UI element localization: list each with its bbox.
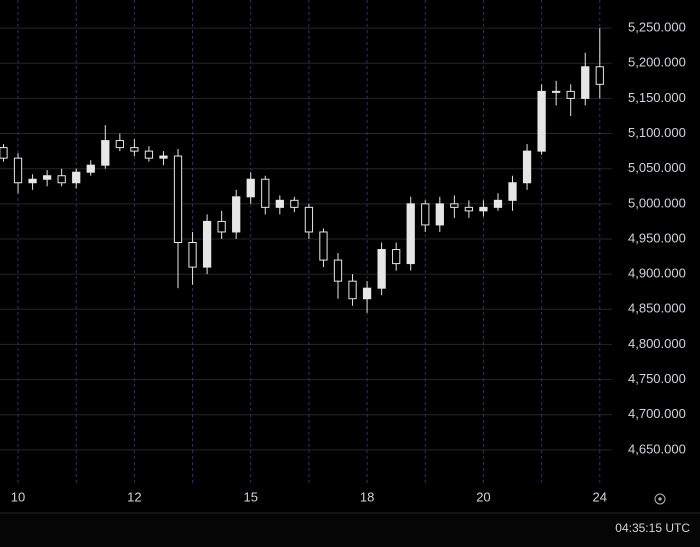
candle-body [304, 206, 314, 233]
y-tick-label: 5,200.000 [628, 55, 686, 70]
candle-body [552, 90, 561, 93]
y-tick-label: 5,150.000 [628, 90, 686, 105]
candle-body [595, 66, 604, 85]
settings-ring[interactable] [654, 493, 666, 505]
x-tick-label: 18 [360, 489, 374, 504]
candle-body [217, 220, 226, 233]
y-tick-label: 4,750.000 [628, 371, 686, 386]
y-tick-label: 5,250.000 [628, 20, 686, 35]
candle-body [421, 203, 430, 226]
candle-body [435, 203, 444, 226]
candle-body [159, 155, 168, 159]
clock: 04:35:15 UTC [615, 521, 690, 535]
candle-body [319, 231, 328, 261]
y-tick-label: 4,650.000 [628, 441, 686, 456]
candle-body [479, 206, 488, 212]
candle-body [392, 249, 401, 265]
candle-body [522, 150, 532, 184]
candle-body [348, 280, 357, 300]
candle-body [86, 164, 95, 173]
candle-body [246, 178, 255, 198]
grid [0, 0, 612, 485]
settings-dot[interactable] [658, 497, 662, 501]
candle-body [42, 175, 52, 180]
candles [0, 28, 604, 313]
candle-body [362, 287, 372, 300]
candle-body [406, 203, 415, 265]
candle-body [13, 157, 23, 184]
candle-body [290, 199, 299, 208]
y-tick-label: 4,900.000 [628, 266, 686, 281]
candle-body [57, 175, 66, 184]
x-tick-label: 15 [243, 489, 257, 504]
x-tick-label: 20 [476, 489, 490, 504]
y-tick-label: 5,050.000 [628, 160, 686, 175]
candle-body [202, 220, 212, 268]
candle-body [232, 196, 241, 233]
candle-body [188, 242, 197, 268]
candle-body [493, 199, 503, 208]
settings-icon[interactable] [654, 493, 666, 505]
y-tick-label: 4,800.000 [628, 336, 686, 351]
candle-body [450, 203, 459, 208]
x-tick-label: 10 [11, 489, 25, 504]
status-bar [0, 514, 700, 547]
candle-body [28, 178, 37, 184]
x-tick-label: 12 [127, 489, 141, 504]
candle-body [0, 147, 8, 159]
candle-body [115, 140, 124, 149]
y-tick-label: 5,100.000 [628, 125, 686, 140]
y-tick-label: 5,000.000 [628, 195, 686, 210]
candle-body [72, 171, 81, 184]
candle-body [130, 147, 139, 152]
candle-body [464, 206, 474, 212]
candle-body [261, 178, 270, 208]
x-tick-label: 24 [593, 489, 607, 504]
candle-body [566, 90, 575, 99]
candle-body [275, 199, 284, 208]
candle-body [173, 155, 183, 243]
candle-body [581, 66, 590, 99]
candle-body [144, 150, 154, 159]
y-tick-label: 4,700.000 [628, 406, 686, 421]
axes: 4,650.000 4,700.000 4,750.000 4,800.000 4,85… [11, 20, 686, 505]
candle-body [508, 182, 517, 201]
candle-body [101, 140, 110, 166]
y-tick-label: 4,850.000 [628, 301, 686, 316]
status: 04:35:15 UTC [615, 521, 690, 535]
y-tick-label: 4,950.000 [628, 230, 686, 245]
candle-body [333, 259, 343, 282]
candle-body [377, 249, 386, 289]
candle-body [537, 90, 546, 152]
